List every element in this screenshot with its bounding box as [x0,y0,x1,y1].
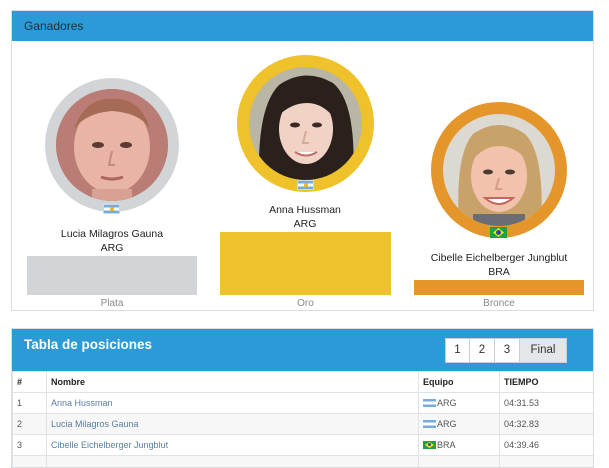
row-team: ARG [419,393,500,414]
silver-argentina-flag-icon [103,204,120,214]
pagination: 1 2 3 Final [446,338,567,363]
row-team-code: ARG [437,398,457,408]
winners-panel: Ganadores Lucia Milagros Gauna ARG Plata [11,10,594,311]
athlete-name-link[interactable]: Cibelle Eichelberger Jungblut [47,435,419,456]
argentina-flag-icon [423,420,436,428]
page-3-button[interactable]: 3 [494,338,520,363]
standings-panel: Tabla de posiciones 1 2 3 Final # Nombre… [11,328,594,468]
row-time: 04:31.53 [500,393,595,414]
row-team: BRA [419,435,500,456]
column-header-name: Nombre [47,372,419,393]
row-position: 2 [13,414,47,435]
standings-table: # Nombre Equipo TIEMPO 1 Anna Hussman AR… [12,371,594,468]
page-1-button[interactable]: 1 [445,338,470,363]
athlete-name-link[interactable]: Lucia Milagros Gauna [47,414,419,435]
table-row: 1 Anna Hussman ARG 04:31.53 [13,393,595,414]
gold-athlete-country: ARG [220,218,390,230]
brazil-flag-globe [496,230,501,235]
row-team: ARG [419,414,500,435]
row-position: 3 [13,435,47,456]
silver-athlete-photo [56,89,168,201]
bronze-podium-label: Bronce [414,298,584,309]
silver-podium-block [27,256,197,295]
table-header-row: # Nombre Equipo TIEMPO [13,372,595,393]
athlete-name-link[interactable]: Anna Hussman [47,393,419,414]
bronze-podium-block [414,280,584,295]
argentina-flag-icon [423,399,436,407]
gold-athlete-name: Anna Hussman [220,204,390,216]
brazil-flag-icon [423,441,436,449]
gold-podium-block [220,232,391,295]
row-team-code: ARG [437,419,457,429]
silver-athlete-name: Lucia Milagros Gauna [27,228,197,240]
silver-athlete-country: ARG [27,242,197,254]
bronze-brazil-flag-icon [490,227,507,238]
silver-podium-label: Plata [27,298,197,309]
column-header-time: TIEMPO [500,372,595,393]
table-row: 3 Cibelle Eichelberger Jungblut BRA 04:3… [13,435,595,456]
standings-panel-header: Tabla de posiciones 1 2 3 Final [12,329,593,371]
bronze-athlete-photo [443,114,555,226]
table-row [13,456,595,468]
gold-podium-label: Oro [220,298,391,309]
bronze-athlete-name: Cibelle Eichelberger Jungblut [413,252,585,264]
page-2-button[interactable]: 2 [469,338,495,363]
table-row: 2 Lucia Milagros Gauna ARG 04:32.83 [13,414,595,435]
column-header-position: # [13,372,47,393]
column-header-team: Equipo [419,372,500,393]
row-time: 04:39.46 [500,435,595,456]
row-time: 04:32.83 [500,414,595,435]
winners-panel-title: Ganadores [12,11,593,41]
gold-athlete-photo [249,67,362,180]
bronze-athlete-country: BRA [413,266,585,278]
row-position: 1 [13,393,47,414]
standings-panel-title: Tabla de posiciones [24,337,152,352]
row-team-code: BRA [437,440,456,450]
gold-argentina-flag-icon [297,180,314,190]
page-final-button[interactable]: Final [519,338,567,363]
